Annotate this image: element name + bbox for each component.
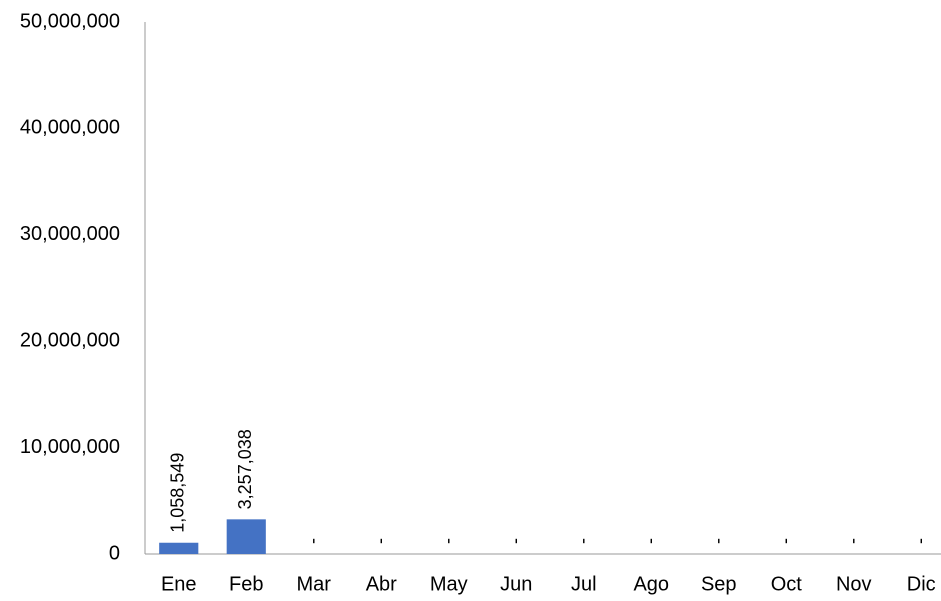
bar [159, 543, 198, 554]
y-tick-label: 40,000,000 [20, 117, 120, 139]
y-tick-label: 20,000,000 [20, 329, 120, 351]
value-label: - [438, 538, 458, 544]
value-label: - [775, 538, 795, 544]
y-tick-label: 0 [109, 542, 120, 564]
x-tick-label: Dic [907, 573, 936, 595]
value-label: - [505, 538, 525, 544]
y-tick-label: 50,000,000 [20, 10, 120, 32]
value-label: - [910, 538, 930, 544]
value-label: - [708, 538, 728, 544]
x-tick-label: Jun [500, 573, 532, 595]
x-tick-label: Mar [297, 573, 332, 595]
value-label: - [573, 538, 593, 544]
chart: 0 10,000,000 20,000,000 30,000,000 40,000,00… [0, 0, 941, 601]
value-label: - [843, 538, 863, 544]
value-label: - [370, 538, 390, 544]
y-tick-label: 10,000,000 [20, 436, 120, 458]
x-tick-label: Abr [366, 573, 397, 595]
x-tick-label: Ene [161, 573, 197, 595]
value-label: 3,257,038 [235, 429, 255, 509]
x-tick-label: Feb [229, 573, 263, 595]
x-tick-label: Oct [771, 573, 803, 595]
x-tick-label: Jul [571, 573, 597, 595]
x-tick-label: May [430, 573, 468, 595]
value-label: - [640, 538, 660, 544]
value-label: 1,058,549 [168, 453, 188, 533]
y-tick-label: 30,000,000 [20, 223, 120, 245]
x-tick-label: Ago [633, 573, 669, 595]
value-label: - [303, 538, 323, 544]
bar [227, 519, 266, 554]
x-tick-label: Nov [836, 573, 872, 595]
x-tick-label: Sep [701, 573, 737, 595]
